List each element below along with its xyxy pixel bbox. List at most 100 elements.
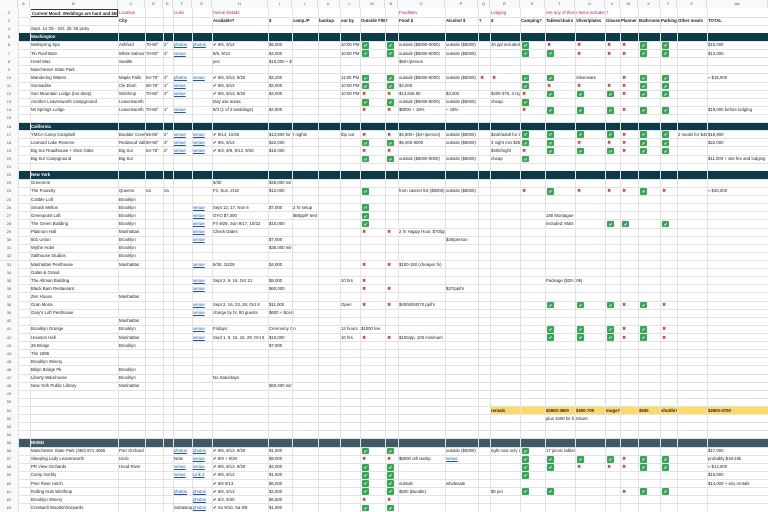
- column-header[interactable]: M: [360, 0, 385, 8]
- column-header[interactable]: U: [575, 0, 605, 8]
- column-header[interactable]: L: [340, 0, 360, 8]
- row-line: [0, 178, 768, 180]
- cell[interactable]: venue: [193, 237, 205, 243]
- cell[interactable]: photos: [193, 448, 206, 454]
- cell: Parking: [661, 18, 677, 24]
- cell: ✖: [607, 464, 611, 470]
- column-line: [604, 8, 605, 512]
- column-header[interactable]: G: [192, 0, 212, 8]
- column-header[interactable]: F: [173, 0, 192, 8]
- column-header[interactable]: S: [520, 0, 545, 8]
- cell[interactable]: venue: [193, 326, 205, 332]
- cell[interactable]: photos: [193, 504, 206, 510]
- column-header[interactable]: W: [620, 0, 638, 8]
- cell[interactable]: venue: [193, 285, 205, 291]
- row-number: 50: [0, 398, 18, 407]
- cell[interactable]: venue: [193, 302, 205, 308]
- column-header[interactable]: R: [490, 0, 520, 8]
- cell: 17 picnic tables: [546, 448, 576, 454]
- cell[interactable]: venue: [174, 464, 186, 470]
- cell[interactable]: photos: [174, 42, 187, 48]
- cell[interactable]: venue: [193, 212, 205, 218]
- cell[interactable]: venue: [193, 277, 205, 283]
- cell[interactable]: venue: [174, 139, 186, 145]
- cell[interactable]: venue: [193, 147, 205, 153]
- cell[interactable]: photos: [193, 42, 206, 48]
- cell: Brooklyn Winery: [31, 496, 63, 502]
- cell[interactable]: venue: [174, 83, 186, 89]
- cell[interactable]: venue: [174, 50, 186, 56]
- cell[interactable]: venue: [193, 139, 205, 145]
- cell[interactable]: venue: [193, 229, 205, 235]
- cell: Sept 2, 9, 16, Oct 21: [213, 277, 253, 283]
- row-line: [0, 203, 768, 204]
- cell: ✔: [547, 334, 554, 341]
- column-header[interactable]: V: [605, 0, 620, 8]
- cell[interactable]: photos: [193, 496, 206, 502]
- column-header[interactable]: Y: [660, 0, 677, 8]
- cell: ✔ 9/6, 9/13, 9/20: [213, 74, 246, 80]
- column-line: [519, 8, 520, 512]
- column-header[interactable]: E: [163, 0, 173, 8]
- cell[interactable]: venue: [193, 456, 205, 462]
- cell: ✖: [522, 147, 526, 153]
- cell: Big Sur Roadhouse + Glen Oaks: [31, 147, 94, 153]
- cell[interactable]: venue: [193, 74, 205, 80]
- row-number: 34: [0, 268, 18, 277]
- column-header[interactable]: I: [268, 0, 292, 8]
- cell: ✔: [662, 147, 669, 155]
- cell[interactable]: venue: [193, 204, 205, 210]
- column-header[interactable]: Q: [478, 0, 490, 8]
- cell[interactable]: venue: [193, 261, 205, 267]
- cell: ✔: [547, 131, 554, 138]
- column-header[interactable]: T: [545, 0, 575, 8]
- cell: Are any of these items included?: [546, 10, 609, 15]
- cell: $11,000: [269, 302, 285, 308]
- column-header[interactable]: AA: [707, 0, 768, 8]
- column-header[interactable]: J: [292, 0, 318, 8]
- cell: Food $: [399, 18, 414, 24]
- cell: Greenpoint Loft: [31, 212, 61, 218]
- row-line: [0, 341, 768, 342]
- cell: Brooklyn: [119, 204, 136, 210]
- cell[interactable]: photos: [174, 448, 187, 454]
- column-header[interactable]: C: [118, 0, 145, 8]
- cell[interactable]: venue: [193, 220, 205, 226]
- cell[interactable]: photos: [193, 488, 206, 494]
- row-line: [0, 357, 768, 358]
- column-line: [172, 8, 173, 512]
- row-number: 8: [0, 57, 18, 66]
- column-header[interactable]: B: [30, 0, 118, 8]
- cell[interactable]: photos: [174, 488, 187, 494]
- column-header[interactable]: N: [385, 0, 398, 8]
- cell: White Salmon: [119, 50, 145, 56]
- cell[interactable]: photos: [174, 74, 187, 80]
- cell: ✔: [640, 131, 647, 138]
- cell: ✔ 9/6, 9/13, 9/20: [213, 448, 246, 454]
- column-header[interactable]: P: [445, 0, 478, 8]
- cell: ✔: [387, 139, 394, 147]
- column-header[interactable]: Z: [677, 0, 707, 8]
- cell[interactable]: Link 2: [193, 472, 205, 478]
- cell: $240/adult for 2 nights: [491, 131, 520, 137]
- column-header[interactable]: A: [18, 0, 30, 8]
- cell: Redwood Valley: [119, 139, 145, 145]
- cell: outside ($5000): [446, 42, 476, 48]
- cell[interactable]: venue: [193, 131, 205, 137]
- cell[interactable]: venue: [193, 464, 205, 470]
- cell[interactable]: venue: [446, 456, 458, 462]
- column-header[interactable]: O: [398, 0, 445, 8]
- column-header[interactable]: D: [145, 0, 163, 8]
- cell[interactable]: venue: [174, 107, 186, 113]
- cell[interactable]: venue: [174, 131, 186, 137]
- column-header[interactable]: H: [212, 0, 268, 8]
- cell[interactable]: venue: [193, 334, 205, 340]
- cell: Wythe Hotel: [31, 245, 55, 251]
- column-header[interactable]: X: [638, 0, 660, 8]
- cell[interactable]: venue: [193, 310, 205, 316]
- cell[interactable]: venue: [174, 472, 186, 478]
- cell: camp./P: [293, 18, 310, 24]
- cell[interactable]: venue: [174, 91, 186, 97]
- column-header[interactable]: K: [318, 0, 340, 8]
- cell[interactable]: venue: [174, 147, 186, 153]
